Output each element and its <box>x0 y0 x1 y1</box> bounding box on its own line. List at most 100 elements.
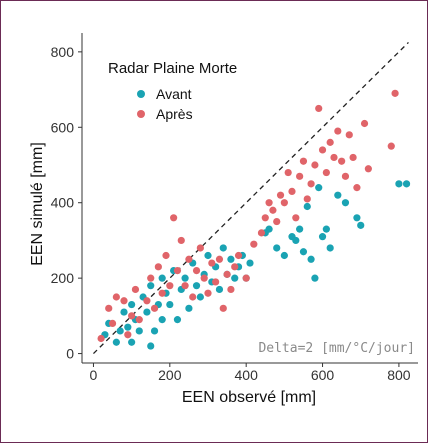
point-apres <box>204 289 212 297</box>
point-apres <box>196 244 204 252</box>
x-axis-title: EEN observé [mm] <box>182 389 316 406</box>
point-avant <box>112 338 120 346</box>
y-axis-title: EEN simulé [mm] <box>29 142 46 266</box>
point-avant <box>334 191 342 199</box>
point-apres <box>318 146 327 154</box>
point-avant <box>181 274 189 282</box>
point-avant <box>299 248 308 256</box>
point-apres <box>341 172 350 180</box>
point-apres <box>353 184 361 192</box>
point-avant <box>280 251 288 260</box>
point-apres <box>147 274 155 282</box>
legend-title: Radar Plaine Morte <box>108 60 237 77</box>
point-apres <box>120 297 128 305</box>
point-apres <box>162 251 170 260</box>
point-avant <box>296 225 304 233</box>
point-apres <box>299 157 308 165</box>
point-avant <box>395 180 403 188</box>
point-apres <box>322 168 330 177</box>
point-apres <box>128 312 136 320</box>
identity-reference-line <box>92 41 409 355</box>
point-apres <box>227 285 235 294</box>
point-apres <box>208 259 216 267</box>
point-apres <box>154 263 162 271</box>
point-avant <box>150 327 159 335</box>
point-avant <box>322 225 330 233</box>
point-apres <box>242 274 250 282</box>
data-points <box>97 89 411 350</box>
point-avant <box>173 316 182 324</box>
point-apres <box>345 131 353 139</box>
point-apres <box>269 206 277 214</box>
point-apres <box>265 199 273 207</box>
point-apres <box>330 153 338 162</box>
y-tick-label: 200 <box>51 270 75 286</box>
point-avant <box>265 225 273 233</box>
point-apres <box>276 191 285 199</box>
point-apres <box>105 304 113 312</box>
x-tick-label: 400 <box>235 367 259 383</box>
point-avant <box>292 236 300 245</box>
point-avant <box>192 282 201 290</box>
legend-marker-avant <box>137 90 145 98</box>
point-apres <box>192 267 201 275</box>
point-avant <box>311 274 319 282</box>
point-avant <box>135 327 143 335</box>
point-avant <box>166 300 174 309</box>
point-apres <box>124 331 132 339</box>
point-avant <box>307 255 315 263</box>
point-avant <box>124 323 132 331</box>
point-apres <box>234 251 243 260</box>
legend-marker-apres <box>137 110 145 118</box>
point-avant <box>158 274 166 282</box>
point-avant <box>227 255 235 263</box>
point-apres <box>215 255 224 263</box>
point-avant <box>128 338 136 346</box>
point-apres <box>170 214 178 222</box>
point-apres <box>292 214 300 222</box>
point-avant <box>116 327 124 335</box>
point-apres <box>158 289 166 297</box>
point-apres <box>280 199 288 207</box>
point-avant <box>315 184 323 192</box>
point-apres <box>143 297 151 305</box>
y-tick-label: 0 <box>66 346 74 362</box>
point-apres <box>261 214 269 222</box>
delta-annotation: Delta=2 [mm/°C/jour] <box>258 341 415 356</box>
point-apres <box>338 157 346 165</box>
point-avant <box>147 282 155 290</box>
point-apres <box>112 293 120 301</box>
point-avant <box>341 199 350 207</box>
point-apres <box>387 142 395 150</box>
point-apres <box>166 282 174 290</box>
point-avant <box>185 304 193 312</box>
point-avant <box>128 300 136 309</box>
point-avant <box>357 221 365 229</box>
point-apres <box>150 304 159 312</box>
point-apres <box>131 285 140 294</box>
point-apres <box>326 138 334 146</box>
point-apres <box>296 172 304 180</box>
point-apres <box>250 240 258 248</box>
point-apres <box>173 267 182 275</box>
point-avant <box>143 308 151 316</box>
point-apres <box>181 282 189 290</box>
y-tick-label: 400 <box>51 195 75 211</box>
point-apres <box>360 119 369 128</box>
point-apres <box>223 270 231 278</box>
point-avant <box>246 259 254 267</box>
point-avant <box>204 251 212 260</box>
identity-line <box>92 41 409 355</box>
point-avant <box>273 244 281 252</box>
y-tick-label: 800 <box>51 44 75 60</box>
point-apres <box>315 104 323 113</box>
point-apres <box>284 168 292 177</box>
point-avant <box>158 316 166 324</box>
x-tick-label: 800 <box>387 367 411 383</box>
point-apres <box>273 217 281 226</box>
point-avant <box>318 233 327 241</box>
x-tick-label: 600 <box>311 367 335 383</box>
point-apres <box>185 255 193 263</box>
point-apres <box>200 274 208 282</box>
